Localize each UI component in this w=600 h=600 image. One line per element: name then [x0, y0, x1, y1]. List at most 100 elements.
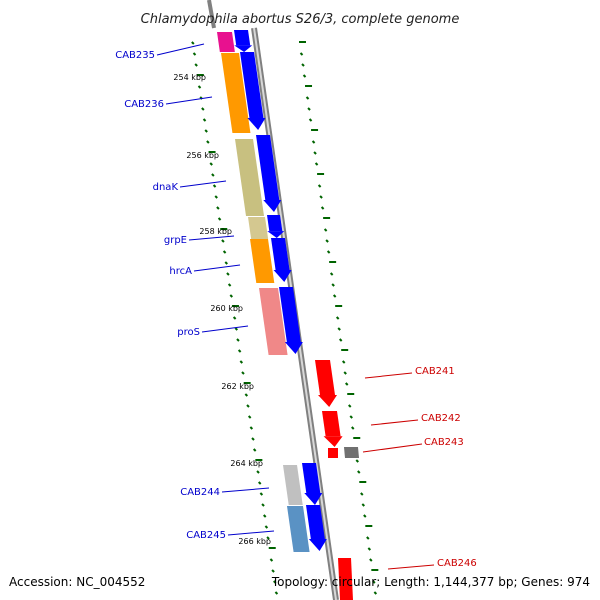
gene-label-grpE[interactable]: grpE — [164, 235, 187, 246]
gene-label-CAB244[interactable]: CAB244 — [180, 487, 220, 498]
tick-mark — [244, 393, 249, 397]
tick-mark — [349, 415, 353, 419]
leader-grpE — [188, 235, 235, 241]
gene-arrow-dnaK-head[interactable] — [263, 200, 282, 212]
tick-mark — [202, 118, 207, 122]
tick-mark — [308, 118, 313, 122]
gene-arrow-CAB245[interactable] — [306, 505, 325, 539]
tick-mark — [373, 591, 378, 595]
gene-arrow-CAB236[interactable] — [240, 52, 264, 118]
feature-block-hrcA[interactable] — [250, 239, 275, 283]
gene-arrow-CAB243[interactable] — [328, 448, 338, 458]
tick-mark — [204, 129, 208, 133]
feature-block-proS[interactable] — [259, 288, 288, 355]
gene-arrow-CAB246[interactable] — [338, 558, 353, 600]
gene-arrow-CAB242-head[interactable] — [323, 436, 343, 447]
tick-mark — [249, 426, 254, 430]
gene-arrow-proS[interactable] — [279, 287, 301, 342]
feature-block-CAB236[interactable] — [221, 53, 251, 133]
tick-mark — [274, 591, 279, 595]
leader-CAB242 — [370, 419, 419, 426]
gene-arrow-CAB244-head[interactable] — [304, 493, 323, 505]
feature-block-CAB245[interactable] — [287, 506, 310, 552]
tick-mark — [227, 283, 232, 287]
tick-mark — [234, 327, 239, 331]
gene-arrow-CAB241[interactable] — [315, 360, 336, 395]
scale-label-266: 266 kbp — [238, 537, 271, 546]
gene-arrow-CAB245-head[interactable] — [308, 539, 327, 551]
feature-block-CAB235[interactable] — [217, 32, 235, 52]
feature-block-dnaK[interactable] — [235, 139, 265, 216]
gene-label-CAB235[interactable]: CAB235 — [115, 50, 155, 61]
tick-mark — [246, 404, 250, 408]
gene-label-CAB242[interactable]: CAB242 — [421, 413, 461, 424]
tick-mark — [326, 250, 331, 254]
tick-mark — [351, 426, 355, 430]
tick-mark — [363, 514, 367, 518]
tick-mark — [299, 52, 304, 56]
scale-label-260: 260 kbp — [210, 304, 243, 313]
tick-mark — [329, 272, 334, 276]
scale-label-258: 258 kbp — [199, 227, 232, 236]
tick-mark — [259, 492, 264, 496]
tick-mark — [332, 294, 337, 298]
gene-arrow-CAB242[interactable] — [322, 411, 341, 437]
gene-arrow-CAB235[interactable] — [234, 30, 251, 46]
right-tick-marks — [299, 41, 379, 595]
tick-mark — [338, 338, 343, 342]
gene-arrow-hrcA[interactable] — [271, 238, 290, 270]
gene-label-hrcA[interactable]: hrcA — [169, 266, 192, 277]
tick-mark — [337, 327, 341, 331]
gene-label-CAB236[interactable]: CAB236 — [124, 99, 164, 110]
feature-track — [217, 30, 359, 600]
gene-arrow-CAB244[interactable] — [302, 463, 321, 493]
tick-mark — [191, 41, 195, 45]
gene-label-CAB243[interactable]: CAB243 — [424, 437, 464, 448]
gene-arrow-grpE-head[interactable] — [267, 231, 285, 238]
tick-mark — [201, 107, 205, 111]
leader-CAB246 — [387, 564, 435, 570]
tick-mark — [194, 63, 198, 67]
scale-label-254: 254 kbp — [173, 73, 206, 82]
gene-arrow-CAB241-head[interactable] — [318, 395, 338, 407]
tick-mark — [229, 294, 233, 298]
leader-hrcA — [193, 264, 241, 272]
gene-label-CAB241[interactable]: CAB241 — [415, 366, 455, 377]
tick-mark — [236, 338, 240, 342]
tick-mark — [341, 360, 346, 364]
tick-mark — [212, 184, 217, 188]
gene-arrow-grpE[interactable] — [267, 215, 283, 232]
gene-arrow-dnaK[interactable] — [256, 135, 280, 200]
tick-mark — [221, 239, 225, 243]
feature-block-CAB243-gray[interactable] — [344, 447, 359, 458]
leader-CAB244 — [221, 487, 270, 493]
gene-label-CAB245[interactable]: CAB245 — [186, 530, 226, 541]
tick-mark — [256, 470, 260, 474]
gene-label-dnaK[interactable]: dnaK — [153, 182, 179, 193]
gene-arrow-CAB235-head[interactable] — [234, 45, 253, 52]
feature-block-CAB244[interactable] — [283, 465, 303, 505]
tick-mark — [226, 272, 230, 276]
gene-arrow-hrcA-head[interactable] — [273, 270, 292, 282]
gene-label-proS[interactable]: proS — [177, 327, 200, 338]
label-leader-lines — [156, 43, 435, 570]
genome-backbone-top — [207, 0, 216, 29]
tick-mark — [313, 151, 317, 155]
tick-mark — [273, 580, 277, 584]
feature-block-grpE[interactable] — [248, 217, 269, 239]
tick-mark — [224, 261, 228, 265]
tick-mark — [335, 316, 340, 320]
gene-label-CAB246[interactable]: CAB246 — [437, 558, 477, 569]
tick-mark — [301, 63, 305, 67]
leader-CAB241 — [364, 372, 413, 379]
tick-mark — [372, 580, 376, 584]
gene-arrow-proS-head[interactable] — [284, 342, 303, 354]
tick-mark — [307, 107, 311, 111]
tick-mark — [247, 415, 252, 419]
leader-CAB245 — [227, 530, 275, 536]
tick-mark — [345, 382, 349, 386]
gene-arrow-CAB236-head[interactable] — [247, 118, 266, 130]
tick-mark — [252, 448, 257, 452]
tick-mark — [361, 503, 366, 507]
